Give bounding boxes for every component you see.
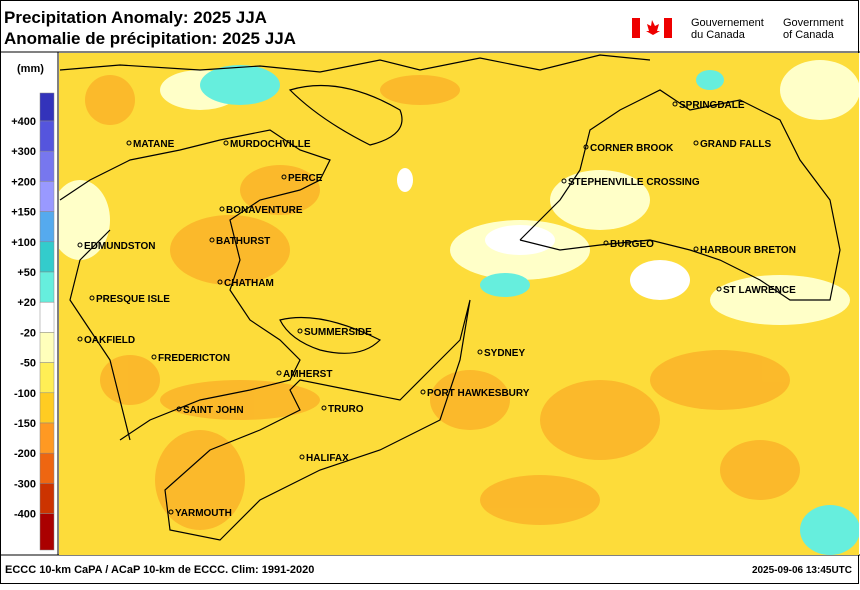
city-label: OAKFIELD: [84, 335, 135, 346]
city-dot: [583, 144, 589, 150]
city-label: BURGEO: [610, 239, 654, 250]
legend-swatch: [39, 392, 55, 424]
legend-swatch: [39, 271, 55, 303]
city-label: GRAND FALLS: [700, 139, 771, 150]
legend-swatch: [39, 332, 55, 363]
city-dot: [276, 370, 282, 376]
legend-swatch: [39, 241, 55, 273]
legend-unit: (mm): [17, 63, 44, 75]
city-dot: [603, 240, 609, 246]
legend-label: +20: [17, 297, 36, 309]
legend-swatch: [39, 422, 55, 454]
legend-label: -200: [14, 448, 36, 460]
city-dot: [693, 140, 699, 146]
city-dot: [561, 178, 567, 184]
city-dot: [176, 406, 182, 412]
legend-label: -150: [14, 418, 36, 430]
city-label: BATHURST: [216, 236, 270, 247]
city-dot: [77, 336, 83, 342]
legend-label: +100: [11, 237, 36, 249]
legend-label: +200: [11, 176, 36, 188]
subtitle: Anomalie de précipitation: 2025 JJA: [4, 29, 296, 48]
city-label: FREDERICTON: [158, 353, 230, 364]
city-dot: [89, 295, 95, 301]
gov-logo: Gouvernement du Canada Government of Can…: [632, 17, 844, 41]
city-label: AMHERST: [283, 369, 332, 380]
city-dot: [217, 279, 223, 285]
legend-swatch: [39, 120, 55, 152]
legend-label: +50: [17, 267, 36, 279]
gov-en-1: Government: [783, 17, 844, 29]
city-label: HARBOUR BRETON: [700, 245, 796, 256]
legend-swatch: [39, 452, 55, 484]
city-label: EDMUNDSTON: [84, 241, 155, 252]
city-dot: [219, 206, 225, 212]
city-label: BONAVENTURE: [226, 205, 303, 216]
city-label: SAINT JOHN: [183, 405, 244, 416]
city-dot: [77, 242, 83, 248]
legend-swatch: [39, 301, 55, 333]
city-label: PORT HAWKESBURY: [427, 388, 530, 399]
city-dot: [151, 354, 157, 360]
legend-swatch: [39, 211, 55, 243]
city-dot: [281, 174, 287, 180]
footer-source: ECCC 10-km CaPA / ACaP 10-km de ECCC. Cl…: [5, 564, 314, 576]
city-label: PERCE: [288, 173, 323, 184]
legend-label: -400: [14, 509, 36, 521]
legend-label: -100: [14, 388, 36, 400]
legend-swatch: [39, 362, 55, 394]
city-label: ST LAWRENCE: [723, 285, 796, 296]
legend-swatch: [39, 181, 55, 212]
legend-swatch: [39, 513, 55, 551]
legend-label: -20: [20, 327, 36, 339]
legend-swatch: [39, 92, 55, 122]
city-dot: [168, 509, 174, 515]
city-dot: [297, 328, 303, 334]
city-dot: [126, 140, 132, 146]
city-dot: [420, 389, 426, 395]
legend-label: -50: [20, 358, 36, 370]
city-dot: [693, 246, 699, 252]
city-label: TRURO: [328, 404, 364, 415]
footer-timestamp: 2025-09-06 13:45UTC: [752, 565, 852, 576]
city-dot: [223, 140, 229, 146]
city-label: HALIFAX: [306, 453, 349, 464]
city-label: PRESQUE ISLE: [96, 294, 170, 305]
legend-label: +150: [11, 207, 36, 219]
city-label: MATANE: [133, 139, 175, 150]
legend-label: +300: [11, 146, 36, 158]
city-label: SYDNEY: [484, 348, 525, 359]
legend-swatch: [39, 150, 55, 182]
city-label: CORNER BROOK: [590, 143, 674, 154]
legend-swatch: [39, 483, 55, 514]
city-label: YARMOUTH: [175, 508, 232, 519]
map: MATANE MURDOCHVILLE PERCE BONAVENTURE BATHUR…: [59, 53, 859, 555]
gov-en-2: of Canada: [783, 29, 835, 41]
city-dot: [321, 405, 327, 411]
city-label: MURDOCHVILLE: [230, 139, 311, 150]
legend-label: -300: [14, 478, 36, 490]
legend: +400 +300 +200 +150 +100 +50 +20 -20 -50 -100 -150…: [11, 92, 55, 551]
city-label: SPRINGDALE: [679, 100, 745, 111]
city-dot: [209, 237, 215, 243]
city-label: STEPHENVILLE CROSSING: [568, 177, 700, 188]
city-label: SUMMERSIDE: [304, 327, 372, 338]
city-dot: [716, 286, 722, 292]
city-dot: [477, 349, 483, 355]
city-dot: [299, 454, 305, 460]
city-label: CHATHAM: [224, 278, 274, 289]
gov-fr-1: Gouvernement: [691, 17, 764, 29]
city-dot: [672, 101, 678, 107]
legend-label: +400: [11, 116, 36, 128]
title: Precipitation Anomaly: 2025 JJA: [4, 8, 267, 27]
gov-fr-2: du Canada: [691, 29, 746, 41]
